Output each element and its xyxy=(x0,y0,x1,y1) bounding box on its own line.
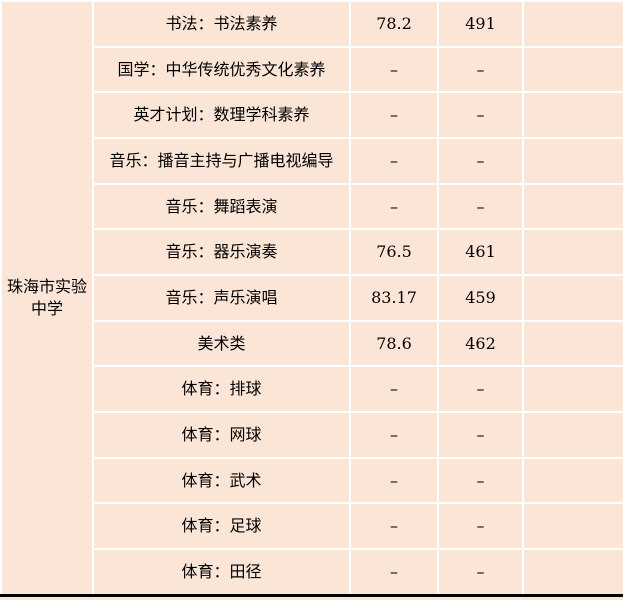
score-cell: 78.2 xyxy=(349,0,439,48)
score-cell: – xyxy=(437,456,524,505)
score-cell: – xyxy=(437,136,524,185)
score-cell: – xyxy=(349,456,439,505)
score-cell: 461 xyxy=(437,228,524,276)
table-row: 音乐：播音主持与广播电视编导 – – xyxy=(1,136,623,185)
score-cell: – xyxy=(349,45,439,94)
score-cell: – xyxy=(349,502,439,550)
score-cell: 76.5 xyxy=(349,228,439,276)
school-name-cell: 珠海市实验中学 xyxy=(0,0,94,597)
score-cell: 78.6 xyxy=(349,319,439,368)
table-row: 体育：田径 – – xyxy=(1,547,623,597)
empty-cell xyxy=(522,410,623,459)
program-cell: 体育：田径 xyxy=(92,547,351,597)
program-cell: 体育：网球 xyxy=(92,410,351,459)
table-row: 音乐：器乐演奏 76.5 461 xyxy=(1,228,623,276)
score-cell: – xyxy=(349,547,439,597)
empty-cell xyxy=(522,273,623,322)
table-row: 体育：足球 – – xyxy=(1,502,623,550)
table-row: 体育：武术 – – xyxy=(1,456,623,505)
empty-cell xyxy=(522,228,623,276)
score-cell: 83.17 xyxy=(349,273,439,322)
empty-cell xyxy=(522,319,623,368)
score-cell: 459 xyxy=(437,273,524,322)
score-cell: – xyxy=(349,182,439,231)
empty-cell xyxy=(522,182,623,231)
table-row: 英才计划：数理学科素养 – – xyxy=(1,91,623,139)
score-cell: 462 xyxy=(437,319,524,368)
score-cell: – xyxy=(437,182,524,231)
table-row: 美术类 78.6 462 xyxy=(1,319,623,368)
program-cell: 美术类 xyxy=(92,319,351,368)
program-cell: 音乐：声乐演唱 xyxy=(92,273,351,322)
score-cell: – xyxy=(437,410,524,459)
table-row: 体育：排球 – – xyxy=(1,365,623,413)
program-cell: 体育：排球 xyxy=(92,365,351,413)
empty-cell xyxy=(522,502,623,550)
score-cell: – xyxy=(437,502,524,550)
score-cell: – xyxy=(349,365,439,413)
program-cell: 书法：书法素养 xyxy=(92,0,351,48)
score-cell: – xyxy=(349,136,439,185)
program-cell: 音乐：播音主持与广播电视编导 xyxy=(92,136,351,185)
empty-cell xyxy=(522,45,623,94)
score-cell: – xyxy=(437,91,524,139)
score-cell: – xyxy=(437,547,524,597)
score-cell: – xyxy=(437,365,524,413)
empty-cell xyxy=(522,547,623,597)
school-name: 珠海市实验中学 xyxy=(6,277,87,318)
score-cell: – xyxy=(349,410,439,459)
table-row: 体育：网球 – – xyxy=(1,410,623,459)
score-cell: 491 xyxy=(437,0,524,48)
empty-cell xyxy=(522,91,623,139)
table-row: 音乐：舞蹈表演 – – xyxy=(1,182,623,231)
empty-cell xyxy=(522,365,623,413)
table-row: 国学：中华传统优秀文化素养 – – xyxy=(1,45,623,94)
empty-cell xyxy=(522,136,623,185)
empty-cell xyxy=(522,0,623,48)
program-cell: 体育：足球 xyxy=(92,502,351,550)
program-cell: 体育：武术 xyxy=(92,456,351,505)
program-cell: 英才计划：数理学科素养 xyxy=(92,91,351,139)
program-cell: 音乐：舞蹈表演 xyxy=(92,182,351,231)
program-cell: 国学：中华传统优秀文化素养 xyxy=(92,45,351,94)
table-row: 音乐：声乐演唱 83.17 459 xyxy=(1,273,623,322)
program-cell: 音乐：器乐演奏 xyxy=(92,228,351,276)
score-cell: – xyxy=(437,45,524,94)
empty-cell xyxy=(522,456,623,505)
score-cell: – xyxy=(349,91,439,139)
